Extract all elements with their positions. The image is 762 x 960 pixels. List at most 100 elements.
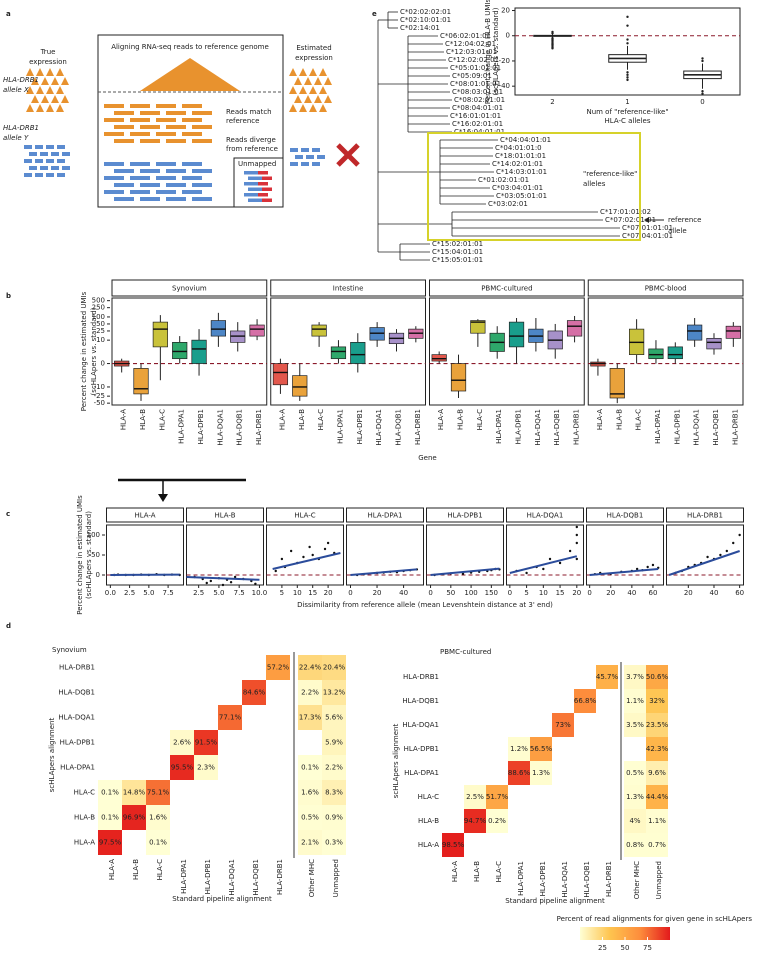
x-tick-label: HLA-A [596, 409, 604, 430]
caption: expression [295, 54, 333, 62]
fit-line [509, 555, 578, 574]
heat-cell [646, 665, 668, 689]
x-tick-label: HLA-DQA1 [375, 409, 383, 446]
colorbar-tick-label: 50 [621, 944, 630, 952]
read-glyph [319, 68, 327, 76]
facet-label: Intestine [333, 285, 364, 293]
read-glyph [130, 132, 150, 136]
box [609, 368, 625, 399]
read-glyph [57, 159, 65, 163]
read-glyph [290, 148, 298, 152]
read-glyph [29, 152, 37, 156]
x-tick-label: HLA-DPB1 [673, 409, 681, 444]
point [209, 579, 213, 583]
read-glyph [301, 148, 309, 152]
x-tick-label: HLA-DPB1 [204, 859, 212, 894]
read-glyph [306, 155, 314, 159]
panel-border [506, 524, 584, 586]
point [548, 557, 552, 561]
facet-strip [666, 507, 744, 523]
x-tick-label: 5 [280, 589, 284, 597]
x-tick-label: HLA-A [451, 861, 459, 882]
read-glyph [182, 118, 202, 122]
read-glyph [262, 176, 272, 180]
x-tick-label: HLA-DQA1 [561, 861, 569, 898]
heat-cell [322, 655, 346, 680]
point [542, 567, 545, 571]
fit-line [589, 568, 659, 576]
panel-letter: e [372, 10, 377, 18]
read-glyph [61, 95, 69, 103]
cell-label: 1.1% [648, 817, 666, 825]
point [323, 547, 327, 551]
point [719, 553, 722, 557]
facet-strip [270, 279, 426, 297]
x-tick-label: HLA-DQA1 [228, 859, 236, 896]
heat-cell [322, 755, 346, 780]
panel-border [429, 297, 585, 406]
x-tick-label: 7.5 [234, 589, 245, 597]
x-tick-label: HLA-A [437, 409, 445, 430]
read-glyph [36, 104, 44, 112]
facet-strip [506, 507, 584, 523]
cell-label: 1.3% [626, 793, 644, 801]
read-glyph [182, 162, 202, 166]
arrow-head [158, 494, 168, 502]
facet-label: HLA-DPA1 [368, 512, 403, 520]
heat-cell [298, 705, 322, 730]
outlier [701, 90, 704, 93]
read-glyph [35, 159, 43, 163]
cell-label: 9.6% [648, 769, 666, 777]
facet-strip [429, 279, 585, 297]
allele-label: HLA-DRB1 [3, 76, 39, 84]
heat-cell [486, 809, 508, 833]
legend-title: Percent of read alignments for given gen… [557, 915, 753, 923]
heat-cell [298, 805, 322, 830]
x-tick-label: HLA-DQA1 [693, 409, 701, 446]
read-glyph [299, 86, 307, 94]
read-glyph [324, 77, 332, 85]
heat-cell [646, 809, 668, 833]
box [272, 363, 289, 386]
box [249, 324, 265, 337]
y-tick-label: -50 [94, 399, 105, 407]
read-glyph [324, 95, 332, 103]
point [732, 541, 735, 545]
heat-cell [464, 785, 486, 809]
read-glyph [156, 162, 176, 166]
axis-title: HLA-C alleles [605, 117, 651, 125]
panel-letter: a [6, 10, 11, 18]
caption: Reads diverge [226, 136, 276, 144]
read-glyph [62, 166, 70, 170]
heat-cell [298, 755, 322, 780]
x-tick-label: HLA-DPB1 [539, 861, 547, 896]
y-tick-label: 50 [96, 320, 105, 328]
read-glyph [104, 132, 124, 136]
leaf-label: C*14:02:01:01 [492, 160, 543, 168]
panel-border [186, 524, 264, 586]
axis-title: (scHLApers vs. standard) [90, 307, 98, 395]
cell-label: 45.7% [596, 673, 619, 681]
box [330, 346, 347, 360]
box [292, 375, 308, 397]
x-tick-label: 20 [684, 589, 693, 597]
x-tick-label: 20 [572, 589, 581, 597]
read-glyph [294, 95, 302, 103]
read-glyph [294, 77, 302, 85]
x-tick-label: 0 [428, 589, 432, 597]
x-tick-label: HLA-C [156, 859, 164, 880]
point [229, 581, 233, 584]
y-tick-label: HLA-DPA1 [60, 764, 95, 772]
panel-letter: c [6, 510, 10, 518]
x-tick-label: HLA-B [298, 409, 306, 430]
y-tick-label: HLA-C [418, 793, 439, 801]
x-tick-label: HLA-DPB1 [356, 409, 364, 444]
outlier [701, 59, 704, 63]
read-glyph [140, 197, 160, 201]
outlier [626, 38, 629, 41]
leaf-label: C*04:01:01:0 [495, 144, 542, 152]
point [461, 572, 465, 575]
facet-label: HLA-DQB1 [607, 512, 644, 520]
read-glyph [40, 166, 48, 170]
heat-cell [298, 830, 322, 855]
